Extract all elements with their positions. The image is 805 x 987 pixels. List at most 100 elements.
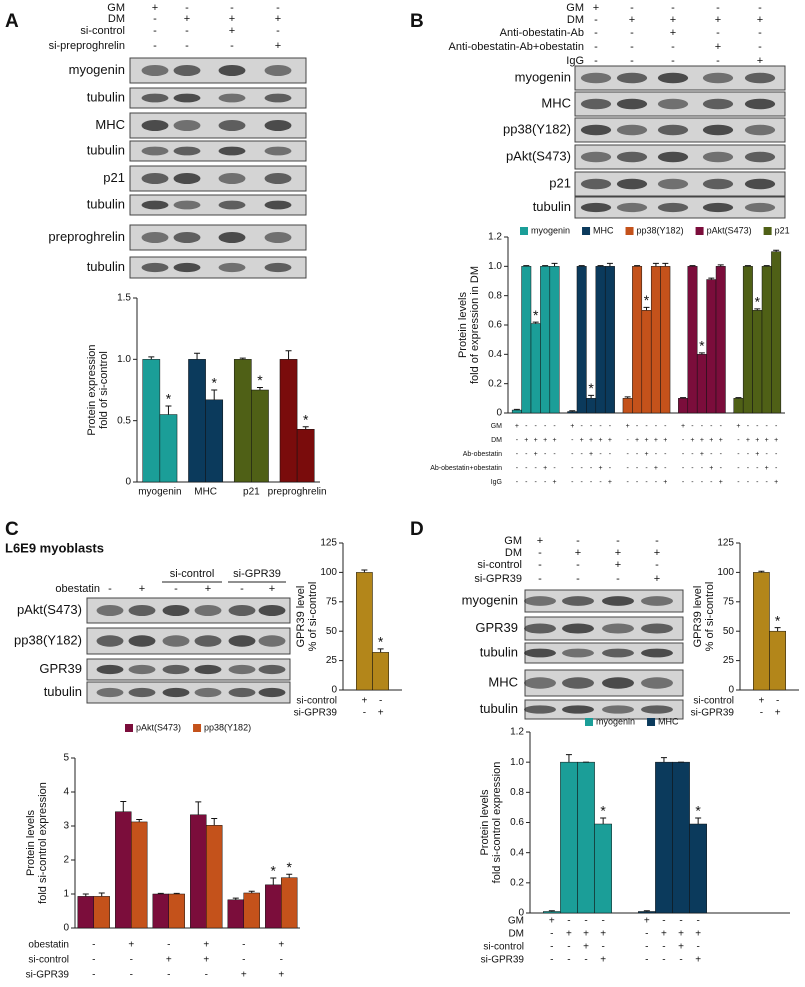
band-label: myogenin bbox=[515, 69, 571, 84]
condition-sign: + bbox=[678, 929, 684, 940]
condition-sign: + bbox=[589, 451, 593, 458]
blot-band bbox=[141, 173, 169, 184]
blot-band bbox=[744, 202, 776, 213]
condition-sign: + bbox=[700, 437, 704, 444]
blot-band bbox=[616, 202, 648, 213]
condition-sign: - bbox=[758, 41, 762, 53]
error-bar bbox=[286, 873, 293, 878]
condition-sign: - bbox=[720, 423, 723, 430]
blot-band bbox=[744, 124, 776, 136]
condition-label: si-GPR39 bbox=[481, 955, 525, 966]
y-tick-label: 25 bbox=[723, 655, 735, 666]
bar bbox=[586, 398, 597, 414]
blot-band bbox=[702, 72, 734, 84]
blot-band bbox=[264, 200, 292, 210]
error-bar bbox=[695, 817, 702, 825]
condition-sign: - bbox=[567, 942, 570, 953]
error-bar bbox=[698, 352, 705, 355]
band-label: tubulin bbox=[87, 89, 125, 104]
condition-sign: + bbox=[670, 27, 676, 39]
bar bbox=[733, 398, 744, 414]
blot-band bbox=[258, 664, 286, 675]
band-label: pp38(Y182) bbox=[503, 121, 571, 136]
bar bbox=[190, 814, 207, 929]
condition-sign: - bbox=[636, 451, 639, 458]
condition-sign: - bbox=[760, 708, 763, 719]
bar bbox=[689, 823, 707, 914]
error-bar bbox=[578, 265, 585, 267]
error-bar bbox=[680, 397, 687, 399]
bar bbox=[530, 323, 541, 414]
band-label: preproghrelin bbox=[48, 229, 125, 244]
condition-sign: + bbox=[566, 929, 572, 940]
condition-sign: - bbox=[550, 929, 553, 940]
condition-sign: + bbox=[166, 955, 172, 966]
condition-sign: - bbox=[516, 437, 519, 444]
condition-sign: + bbox=[654, 465, 658, 472]
condition-sign: - bbox=[538, 559, 542, 571]
condition-sign: - bbox=[679, 916, 682, 927]
condition-sign: - bbox=[230, 2, 234, 14]
significance-mark: * bbox=[588, 380, 594, 396]
condition-sign: - bbox=[662, 916, 665, 927]
legend-swatch bbox=[695, 227, 704, 235]
blot-band bbox=[96, 664, 124, 675]
y-tick-label: 2 bbox=[63, 855, 69, 866]
error-bar bbox=[551, 262, 558, 267]
blot-band bbox=[616, 124, 648, 136]
condition-sign: - bbox=[775, 451, 778, 458]
condition-sign: + bbox=[746, 437, 750, 444]
error-bar bbox=[523, 265, 530, 267]
condition-sign: - bbox=[153, 13, 157, 25]
condition-sign: - bbox=[581, 479, 584, 486]
y-tick-label: 0 bbox=[63, 923, 69, 934]
blot-band bbox=[524, 648, 556, 658]
blot-band bbox=[228, 635, 256, 647]
bar bbox=[521, 266, 532, 414]
condition-label: GM bbox=[107, 2, 125, 14]
bar bbox=[638, 911, 656, 914]
blot-band bbox=[744, 178, 776, 190]
condition-sign: - bbox=[716, 2, 720, 14]
condition-sign: + bbox=[593, 2, 599, 14]
condition-sign: + bbox=[229, 25, 235, 37]
condition-sign: + bbox=[570, 423, 574, 430]
blot-band bbox=[580, 151, 612, 163]
condition-sign: - bbox=[691, 451, 694, 458]
error-bar bbox=[758, 570, 765, 573]
bar bbox=[131, 821, 148, 929]
condition-sign: - bbox=[696, 916, 699, 927]
error-bar bbox=[548, 910, 555, 912]
blot-band bbox=[580, 178, 612, 190]
condition-sign: - bbox=[153, 25, 157, 37]
condition-sign: + bbox=[583, 929, 589, 940]
condition-sign: - bbox=[576, 535, 580, 547]
condition-sign: + bbox=[589, 437, 593, 444]
condition-sign: + bbox=[552, 437, 556, 444]
condition-sign: + bbox=[715, 14, 721, 26]
condition-sign: + bbox=[695, 955, 701, 966]
condition-sign: + bbox=[580, 437, 584, 444]
x-tick-label: myogenin bbox=[138, 487, 181, 498]
condition-sign: - bbox=[525, 451, 528, 458]
condition-sign: - bbox=[167, 970, 170, 981]
significance-mark: * bbox=[378, 634, 384, 650]
blot-band bbox=[562, 677, 594, 689]
bar bbox=[604, 266, 615, 414]
condition-sign: - bbox=[571, 479, 574, 486]
condition-sign: - bbox=[535, 465, 538, 472]
condition-label: si-GPR39 bbox=[294, 708, 338, 719]
blot-band bbox=[194, 635, 222, 647]
condition-label: GM bbox=[566, 2, 584, 14]
y-tick-label: 0 bbox=[331, 685, 337, 696]
condition-sign: - bbox=[609, 465, 612, 472]
condition-sign: + bbox=[598, 437, 602, 444]
error-bar bbox=[82, 893, 89, 897]
blot-band bbox=[141, 262, 169, 273]
blot-band bbox=[744, 98, 776, 110]
condition-sign: - bbox=[553, 423, 556, 430]
condition-sign: + bbox=[543, 437, 547, 444]
condition-sign: - bbox=[571, 451, 574, 458]
condition-sign: + bbox=[626, 423, 630, 430]
condition-sign: + bbox=[644, 916, 650, 927]
